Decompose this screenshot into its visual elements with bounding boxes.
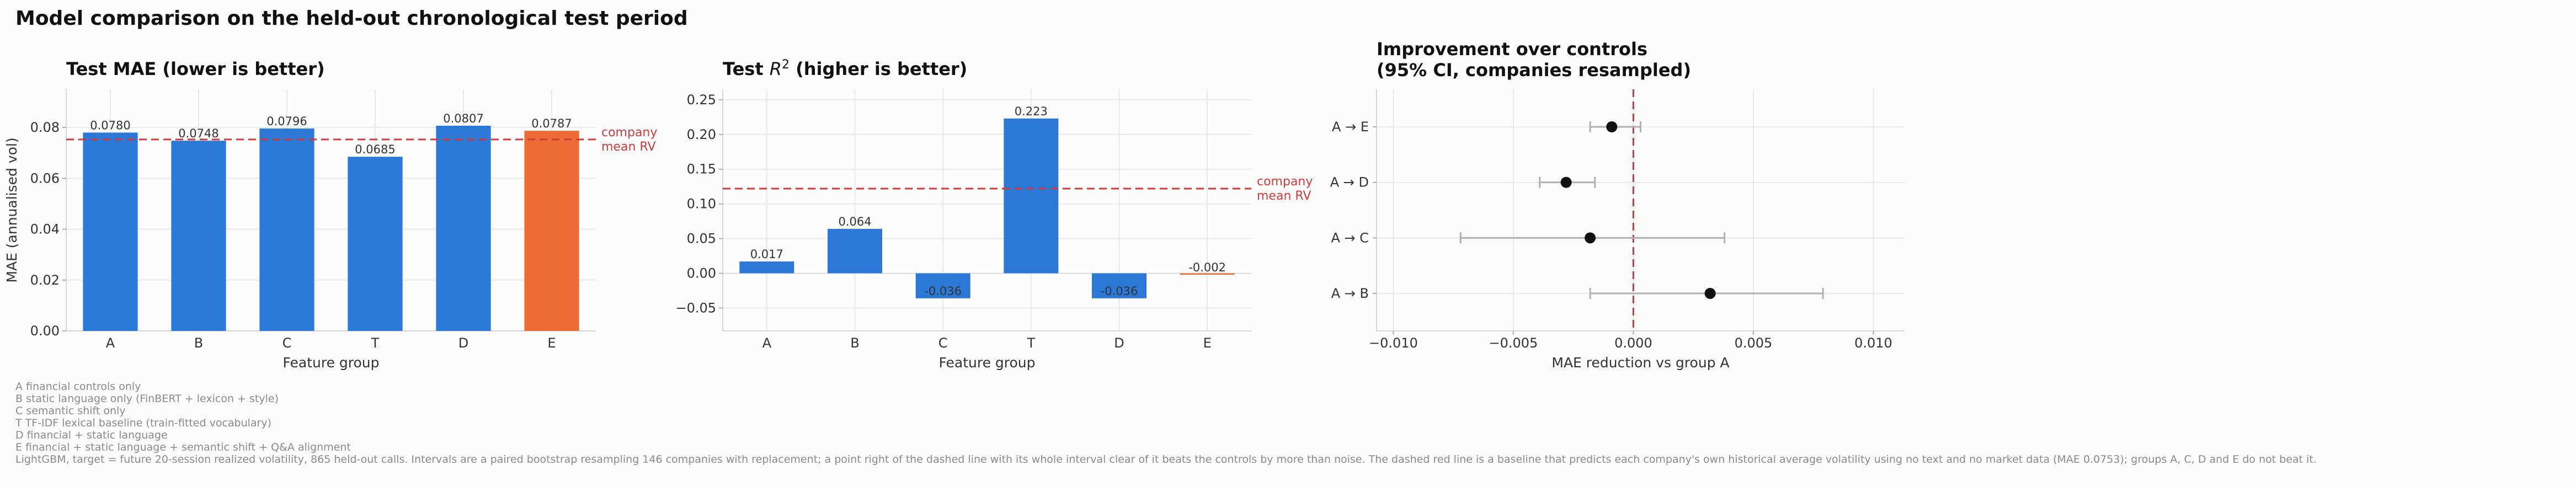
r2-y-tick-6: 0.25 (687, 92, 716, 108)
r2-y-tick-5: 0.20 (687, 127, 716, 142)
r2-bar-a (739, 261, 794, 274)
r2-bar-e (1180, 273, 1235, 275)
r2-x-axis-label: Feature group (938, 355, 1035, 371)
r2-bar-b (828, 228, 882, 274)
mae-bar-t (348, 157, 403, 331)
ci-x-tick-0: −0.010 (1369, 335, 1418, 351)
ci-y-tick-a-d: A → D (1330, 175, 1369, 190)
mae-reference-label-line-1: mean RV (601, 140, 656, 154)
ci-x-tick-4: 0.010 (1854, 335, 1892, 351)
figure-canvas: Model comparison on the held-out chronol… (4, 7, 1905, 371)
ci-y-tick-a-c: A → C (1331, 230, 1369, 245)
mae-x-tick-a: A (106, 335, 115, 351)
r2-value-label-a: 0.017 (750, 248, 783, 261)
r2-value-label-e: -0.002 (1188, 261, 1226, 274)
r2-x-tick-c: C (938, 335, 948, 351)
mae-value-label-b: 0.0748 (178, 127, 218, 140)
r2-x-tick-a: A (762, 335, 772, 351)
mae-value-label-t: 0.0685 (355, 143, 395, 156)
r2-y-tick-1: 0.00 (687, 266, 716, 281)
ci-x-tick-1: −0.005 (1489, 335, 1538, 351)
r2-x-tick-b: B (850, 335, 859, 351)
notes-block: A financial controls only B static langu… (15, 381, 2317, 465)
r2-reference-label: company mean RV (1257, 175, 1313, 203)
r2-bar-t (1004, 118, 1059, 274)
mae-x-tick-b: B (194, 335, 203, 351)
r2-title-sup: 2 (782, 58, 790, 72)
ci-x-tick-2: 0.000 (1614, 335, 1652, 351)
ci-point-a-d (1560, 176, 1572, 188)
r2-reference-label-line-1: mean RV (1257, 189, 1311, 203)
ci-y-tick-a-b: A → B (1331, 286, 1369, 301)
ci-y-tick-a-e: A → E (1332, 119, 1369, 135)
mae-x-tick-e: E (547, 335, 556, 351)
r2-y-tick-4: 0.15 (687, 162, 716, 177)
mae-bar-b (171, 141, 226, 331)
mae-bar-chart: 0.0780 A 0.0748 B 0.0796 C 0.0685 T 0.0807 D 0.078… (4, 58, 657, 371)
mae-reference-label-line-0: company (601, 126, 657, 140)
legend-line-a: A financial controls only (15, 381, 141, 393)
ci-point-a-c (1585, 232, 1596, 244)
r2-title-main: Test (723, 58, 770, 79)
mae-y-tick-2: 0.04 (30, 222, 60, 237)
mae-y-tick-0: 0.00 (30, 323, 60, 339)
r2-x-tick-e: E (1203, 335, 1212, 351)
mae-value-label-a: 0.0780 (90, 119, 130, 132)
legend-line-d: D financial + static language (15, 429, 168, 441)
r2-title-math: R (770, 58, 782, 79)
improvement-ci-chart: A → E A → D A → C A → B −0.010 −0.005 0.000 0.0… (1330, 39, 1905, 371)
r2-y-tick-0: −0.05 (675, 300, 716, 315)
mae-bar-c (259, 129, 314, 331)
mae-y-tick-1: 0.02 (30, 272, 60, 288)
mae-y-tick-4: 0.08 (30, 120, 60, 135)
ci-title-line-1: (95% CI, companies resampled) (1377, 60, 1691, 81)
mae-y-tick-3: 0.06 (30, 170, 60, 186)
mae-reference-label: company mean RV (601, 126, 657, 154)
r2-bar-c (915, 273, 970, 298)
r2-value-label-b: 0.064 (838, 215, 871, 228)
r2-title-rest: (higher is better) (790, 58, 967, 79)
mae-x-tick-c: C (282, 335, 292, 351)
mae-bar-a (83, 132, 138, 331)
legend-line-b: B static language only (FinBERT + lexico… (15, 393, 279, 405)
figure-suptitle: Model comparison on the held-out chronol… (15, 7, 688, 30)
ci-x-axis-label: MAE reduction vs group A (1551, 355, 1729, 371)
mae-value-label-e: 0.0787 (531, 117, 572, 130)
r2-value-label-t: 0.223 (1015, 105, 1048, 118)
r2-x-tick-t: T (1026, 335, 1035, 351)
ci-x-tick-3: 0.005 (1735, 335, 1773, 351)
r2-value-label-c: -0.036 (924, 285, 962, 298)
footnote: LightGBM, target = future 20-session rea… (15, 453, 2317, 465)
r2-bar-chart: 0.017 A 0.064 B -0.036 C 0.223 T -0.036 D -0.002 E −… (675, 58, 1313, 371)
ci-title-line-0: Improvement over controls (1377, 39, 1647, 60)
legend-line-t: T TF-IDF lexical baseline (train-fitted … (15, 417, 272, 429)
mae-bar-e (524, 131, 579, 331)
r2-value-label-d: -0.036 (1101, 285, 1138, 298)
mae-x-axis-label: Feature group (282, 355, 379, 371)
r2-title: Test R2 (higher is better) (723, 58, 967, 79)
mae-bar-d (436, 125, 491, 331)
ci-point-a-e (1606, 121, 1618, 132)
r2-reference-label-line-0: company (1257, 175, 1313, 189)
mae-value-label-c: 0.0796 (266, 115, 307, 128)
ci-title: Improvement over controls (95% CI, compan… (1377, 39, 1691, 81)
r2-x-tick-d: D (1114, 335, 1124, 351)
mae-x-tick-t: T (371, 335, 380, 351)
legend-line-e: E financial + static language + semantic… (15, 441, 351, 453)
mae-title: Test MAE (lower is better) (66, 58, 325, 79)
ci-point-a-b (1704, 288, 1716, 299)
mae-x-tick-d: D (458, 335, 468, 351)
r2-bar-d (1092, 273, 1146, 298)
legend-line-c: C semantic shift only (15, 405, 126, 417)
mae-y-axis-label: MAE (annualised vol) (4, 137, 20, 282)
mae-value-label-d: 0.0807 (443, 112, 483, 125)
r2-y-tick-2: 0.05 (687, 231, 716, 247)
r2-y-tick-3: 0.10 (687, 196, 716, 212)
